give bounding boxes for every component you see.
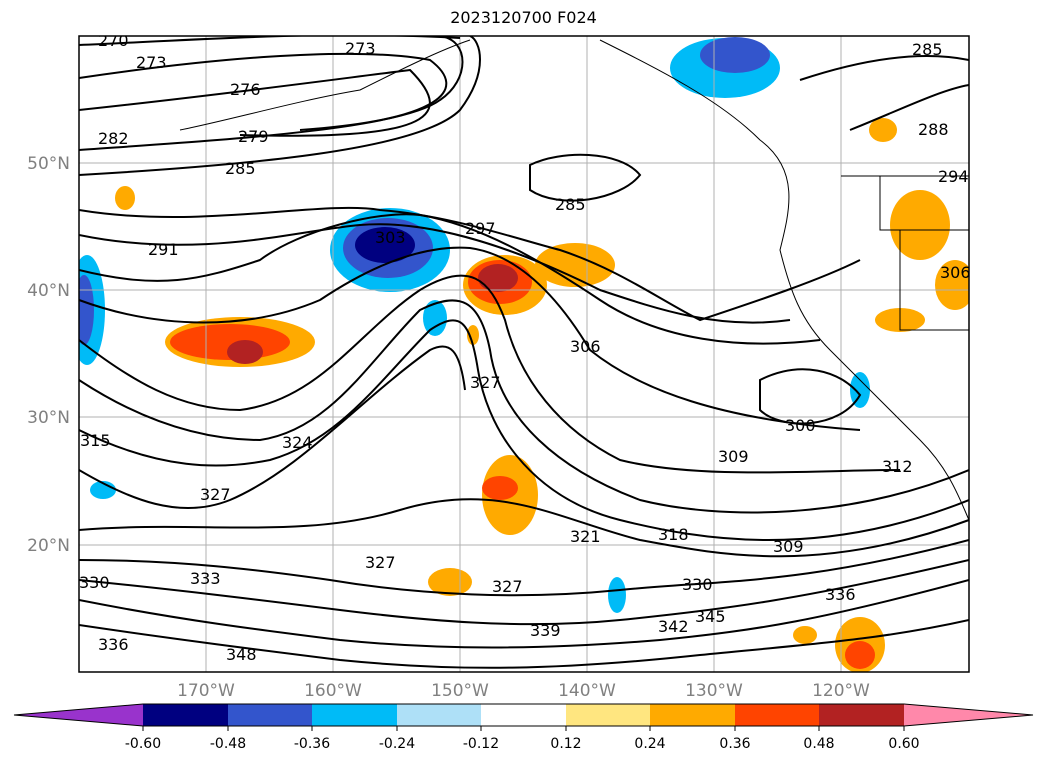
map-title: 2023120700 F024 (450, 8, 597, 27)
contour-label: 306 (940, 263, 971, 282)
contour-label: 273 (345, 39, 376, 58)
plot-frame (78, 35, 970, 673)
contour-label: 315 (80, 431, 111, 450)
contour-label: 282 (98, 129, 129, 148)
contour-label: 276 (230, 80, 261, 99)
anomaly-patches (79, 37, 969, 672)
contour-label: 297 (465, 219, 496, 238)
contour-label: 330 (79, 573, 110, 592)
lat-tick-label: 50°N (27, 154, 70, 174)
lat-tick-label: 20°N (27, 536, 70, 556)
colorbar-segment (397, 704, 481, 726)
contour-label: 312 (882, 457, 913, 476)
colorbar-segment (143, 704, 228, 726)
lon-tick-label: 170°W (177, 681, 235, 701)
contour-label: 270 (98, 31, 129, 50)
colorbar-tick-label: 0.60 (888, 736, 919, 752)
colorbar-segment (481, 704, 566, 726)
colorbar-segment (228, 704, 312, 726)
contour-label: 288 (918, 120, 949, 139)
colorbar-tick-label: 0.24 (634, 736, 665, 752)
lat-tick-label: 40°N (27, 281, 70, 301)
contour-label: 327 (365, 553, 396, 572)
colorbar-tick-label: -0.12 (463, 736, 499, 752)
contour-label: 303 (375, 228, 406, 247)
contour-label: 336 (98, 635, 129, 654)
contour-label: 309 (718, 447, 749, 466)
contour-label: 285 (555, 195, 586, 214)
colorbar-tick-label: 0.36 (719, 736, 750, 752)
colorbar-tick-label: 0.12 (550, 736, 581, 752)
colorbar-segment (566, 704, 650, 726)
contour-label: 273 (136, 53, 167, 72)
lon-tick-label: 120°W (812, 681, 870, 701)
colorbar: -0.60 -0.48 -0.36 -0.24 -0.12 0.12 0.24 … (13, 703, 1034, 752)
colorbar-segment (819, 704, 904, 726)
contour-label: 330 (682, 575, 713, 594)
colorbar-extend-min (14, 704, 143, 726)
colorbar-segment (650, 704, 735, 726)
gridlines (79, 36, 969, 672)
lat-axis: 50°N 40°N 30°N 20°N (27, 154, 70, 556)
contour-label: 285 (912, 40, 943, 59)
lon-tick-label: 130°W (685, 681, 743, 701)
contour-label: 306 (570, 337, 601, 356)
contour-label: 279 (238, 127, 269, 146)
colorbar-segment (735, 704, 819, 726)
contour-label: 327 (492, 577, 523, 596)
contour-label: 345 (695, 607, 726, 626)
colorbar-tick-label: -0.48 (210, 736, 246, 752)
contour-label: 342 (658, 617, 689, 636)
contour-label: 300 (785, 416, 816, 435)
contour-label: 327 (200, 485, 231, 504)
contour-label: 339 (530, 621, 561, 640)
height-contours (79, 36, 969, 669)
colorbar-tick-label: -0.36 (294, 736, 330, 752)
contour-label: 327 (470, 373, 501, 392)
contour-label: 285 (225, 159, 256, 178)
contour-label: 324 (282, 433, 313, 452)
contour-label: 291 (148, 240, 179, 259)
contour-label: 321 (570, 527, 601, 546)
contour-label: 309 (773, 537, 804, 556)
contour-label: 318 (658, 525, 689, 544)
contour-label: 294 (938, 167, 969, 186)
colorbar-segment (312, 704, 397, 726)
coastlines (179, 39, 969, 521)
lon-tick-label: 160°W (304, 681, 362, 701)
lon-axis: 170°W 160°W 150°W 140°W 130°W 120°W (177, 681, 870, 701)
colorbar-tick-label: -0.24 (379, 736, 415, 752)
lon-tick-label: 140°W (558, 681, 616, 701)
lat-tick-label: 30°N (27, 408, 70, 428)
colorbar-extend-max (904, 704, 1033, 726)
contour-label: 348 (226, 645, 257, 664)
lon-tick-label: 150°W (431, 681, 489, 701)
contour-label: 333 (190, 569, 221, 588)
colorbar-tick-label: -0.60 (125, 736, 161, 752)
contour-label: 336 (825, 585, 856, 604)
contour-labels: 270 273 276 279 282 285 273 285 291 297 … (79, 31, 971, 664)
colorbar-tick-label: 0.48 (803, 736, 834, 752)
